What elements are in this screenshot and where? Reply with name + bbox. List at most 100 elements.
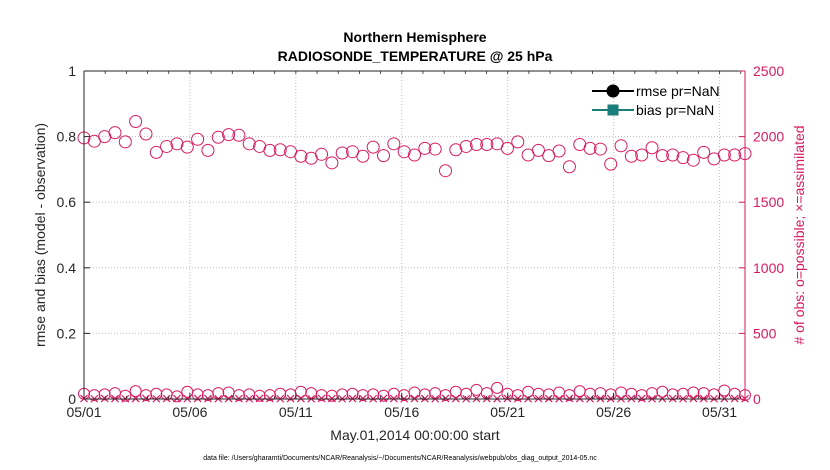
obs-possible-low-marker bbox=[367, 388, 380, 401]
obs-possible-low-marker bbox=[336, 388, 349, 401]
x-tick-label: 05/31 bbox=[702, 404, 737, 420]
obs-possible-low-marker bbox=[139, 389, 152, 402]
obs-possible-marker bbox=[645, 141, 659, 155]
obs-possible-marker bbox=[604, 157, 618, 171]
obs-assimilated-marker bbox=[379, 394, 388, 403]
obs-possible-marker bbox=[356, 149, 370, 163]
obs-possible-marker bbox=[438, 164, 452, 178]
obs-possible-marker bbox=[211, 130, 225, 144]
obs-possible-low-marker bbox=[666, 388, 679, 401]
data-file-footnote: data file: /Users/gharamti/Documents/NCA… bbox=[203, 455, 597, 462]
obs-possible-low-marker bbox=[129, 385, 142, 398]
obs-possible-marker bbox=[180, 140, 194, 154]
obs-possible-marker bbox=[614, 139, 628, 153]
y-axis-label-right: # of obs: o=possible; ×=assimilated bbox=[791, 125, 807, 344]
obs-assimilated-marker bbox=[100, 394, 109, 403]
obs-possible-low-marker bbox=[253, 389, 266, 402]
obs-possible-marker bbox=[666, 148, 680, 162]
obs-possible-marker bbox=[129, 115, 143, 129]
obs-possible-marker bbox=[118, 135, 132, 149]
obs-possible-marker bbox=[170, 137, 184, 151]
obs-assimilated-marker bbox=[255, 394, 264, 403]
obs-possible-marker bbox=[511, 135, 525, 149]
obs-assimilated-marker bbox=[441, 394, 450, 403]
chart-title: Northern Hemisphere bbox=[343, 29, 486, 45]
y-tick-label-right: 500 bbox=[753, 325, 777, 341]
obs-possible-low-marker bbox=[88, 389, 101, 402]
obs-possible-marker bbox=[325, 156, 339, 170]
obs-possible-marker bbox=[500, 141, 514, 155]
obs-markers bbox=[77, 115, 752, 403]
obs-possible-marker bbox=[149, 145, 163, 159]
obs-possible-marker bbox=[335, 146, 349, 160]
obs-assimilated-marker bbox=[317, 394, 326, 403]
obs-possible-marker bbox=[263, 143, 277, 157]
legend-label-bias: bias pr=NaN bbox=[636, 102, 714, 118]
obs-possible-marker bbox=[686, 153, 700, 167]
y-axis-label-left: rmse and bias (model - observation) bbox=[32, 123, 48, 347]
obs-possible-marker bbox=[552, 144, 566, 158]
obs-possible-marker bbox=[562, 160, 576, 174]
obs-possible-low-marker bbox=[418, 388, 431, 401]
x-axis-label: May.01,2014 00:00:00 start bbox=[330, 427, 500, 443]
obs-possible-low-marker bbox=[232, 389, 245, 402]
obs-possible-marker bbox=[449, 143, 463, 157]
obs-possible-marker bbox=[222, 128, 236, 142]
legend-label-rmse: rmse pr=NaN bbox=[636, 83, 720, 99]
legend-marker-bias bbox=[607, 104, 619, 116]
y-tick-label-right: 2000 bbox=[753, 129, 784, 145]
y-tick-label-left: 0.2 bbox=[57, 325, 77, 341]
obs-possible-marker bbox=[294, 149, 308, 163]
obs-possible-marker bbox=[160, 139, 174, 153]
obs-possible-marker bbox=[377, 149, 391, 163]
obs-possible-marker bbox=[655, 149, 669, 163]
obs-possible-marker bbox=[583, 141, 597, 155]
y-tick-label-left: 1 bbox=[68, 63, 76, 79]
obs-possible-marker bbox=[717, 148, 731, 162]
obs-possible-marker bbox=[635, 148, 649, 162]
obs-possible-low-marker bbox=[191, 388, 204, 401]
obs-possible-marker bbox=[428, 142, 442, 156]
y-tick-label-right: 2500 bbox=[753, 63, 784, 79]
obs-possible-marker bbox=[676, 151, 690, 165]
obs-possible-marker bbox=[366, 140, 380, 154]
obs-possible-low-marker bbox=[294, 385, 307, 398]
y-tick-label-left: 0.8 bbox=[57, 129, 77, 145]
obs-possible-marker bbox=[459, 139, 473, 153]
obs-possible-low-marker bbox=[325, 389, 338, 402]
obs-possible-marker bbox=[387, 137, 401, 151]
obs-possible-marker bbox=[624, 149, 638, 163]
obs-assimilated-marker bbox=[689, 394, 698, 403]
obs-possible-marker bbox=[469, 137, 483, 151]
x-tick-label: 05/21 bbox=[490, 404, 525, 420]
obs-possible-low-marker bbox=[315, 389, 328, 402]
obs-possible-low-marker bbox=[491, 381, 504, 394]
obs-possible-marker bbox=[139, 127, 153, 141]
obs-possible-marker bbox=[273, 143, 287, 157]
y-tick-label-right: 0 bbox=[753, 391, 761, 407]
obs-possible-low-marker bbox=[98, 388, 111, 401]
plot-area: 05/01 05/06 05/11 05/16 05/21 05/26 05/31 0 0.2 0… bbox=[57, 63, 785, 420]
obs-possible-marker bbox=[201, 143, 215, 157]
obs-possible-marker bbox=[480, 137, 494, 151]
x-tick-label: 05/16 bbox=[384, 404, 419, 420]
legend: rmse pr=NaN bias pr=NaN bbox=[592, 83, 720, 118]
obs-possible-marker bbox=[418, 141, 432, 155]
obs-possible-marker bbox=[408, 148, 421, 162]
obs-possible-low-marker bbox=[356, 389, 369, 402]
obs-assimilated-marker bbox=[627, 394, 636, 403]
x-tick-label: 05/26 bbox=[596, 404, 631, 420]
obs-possible-marker bbox=[191, 132, 205, 146]
y-tick-label-left: 0.6 bbox=[57, 194, 77, 210]
obs-possible-marker bbox=[728, 148, 742, 162]
obs-assimilated-marker bbox=[565, 394, 574, 403]
obs-possible-low-marker bbox=[263, 389, 276, 402]
obs-possible-low-marker bbox=[119, 389, 132, 402]
y-tick-label-right: 1000 bbox=[753, 260, 784, 276]
x-tick-label: 05/01 bbox=[66, 404, 101, 420]
obs-possible-marker bbox=[397, 145, 411, 159]
obs-possible-marker bbox=[697, 145, 711, 159]
obs-possible-low-marker bbox=[563, 389, 576, 402]
